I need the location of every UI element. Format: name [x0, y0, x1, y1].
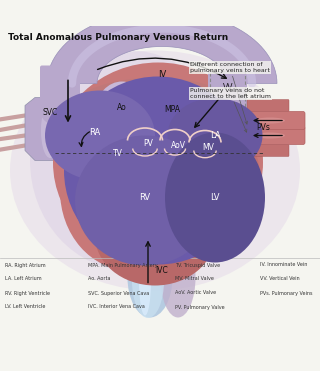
Text: LV. Left Ventricle: LV. Left Ventricle	[5, 305, 45, 309]
Text: Pulmonary veins do not
connect to the left atrium: Pulmonary veins do not connect to the le…	[190, 88, 271, 132]
FancyBboxPatch shape	[208, 70, 247, 129]
Text: TV: TV	[113, 149, 123, 158]
Ellipse shape	[162, 101, 182, 127]
Text: PVs. Pulmonary Veins: PVs. Pulmonary Veins	[260, 290, 313, 295]
Text: AoV. Aortic Valve: AoV. Aortic Valve	[175, 290, 216, 295]
FancyBboxPatch shape	[246, 112, 305, 129]
Text: Ao. Aorta: Ao. Aorta	[88, 276, 110, 282]
Polygon shape	[47, 10, 277, 83]
FancyBboxPatch shape	[247, 99, 289, 112]
Text: Ao: Ao	[117, 103, 127, 112]
Ellipse shape	[130, 101, 260, 260]
Ellipse shape	[139, 246, 151, 315]
FancyBboxPatch shape	[247, 144, 289, 157]
Text: IV. Innominate Vein: IV. Innominate Vein	[260, 263, 308, 267]
Text: SVC. Superior Vena Cava: SVC. Superior Vena Cava	[88, 290, 149, 295]
Ellipse shape	[255, 118, 285, 124]
Ellipse shape	[165, 132, 265, 263]
Ellipse shape	[155, 91, 189, 132]
Text: SVC: SVC	[42, 108, 58, 117]
Ellipse shape	[211, 118, 245, 137]
Ellipse shape	[45, 91, 155, 181]
Text: AoV: AoV	[171, 141, 186, 150]
Ellipse shape	[127, 237, 172, 318]
Ellipse shape	[167, 98, 262, 173]
Ellipse shape	[55, 78, 255, 177]
Ellipse shape	[75, 135, 215, 266]
Text: VV. Vertical Vein: VV. Vertical Vein	[260, 276, 300, 282]
Text: Total Anomalous Pulmonary Venous Return: Total Anomalous Pulmonary Venous Return	[8, 33, 228, 43]
Text: LV: LV	[210, 193, 220, 202]
Text: RA. Right Atrium: RA. Right Atrium	[5, 263, 46, 267]
Text: MV. Mitral Valve: MV. Mitral Valve	[175, 276, 214, 282]
Ellipse shape	[161, 237, 196, 318]
Ellipse shape	[30, 50, 230, 270]
Ellipse shape	[132, 243, 164, 318]
Text: IVC: IVC	[156, 266, 168, 275]
Ellipse shape	[41, 103, 59, 158]
Ellipse shape	[42, 105, 78, 125]
Text: MPA: MPA	[164, 105, 180, 114]
Ellipse shape	[111, 96, 133, 125]
Text: PV. Pulmonary Valve: PV. Pulmonary Valve	[175, 305, 225, 309]
Text: RA: RA	[89, 128, 100, 137]
Text: TV. Tricuspid Valve: TV. Tricuspid Valve	[175, 263, 220, 267]
Ellipse shape	[255, 132, 285, 138]
Ellipse shape	[95, 186, 215, 286]
Text: VV: VV	[223, 83, 233, 92]
FancyBboxPatch shape	[246, 127, 305, 144]
Text: IV: IV	[158, 70, 166, 79]
Ellipse shape	[96, 82, 148, 139]
Ellipse shape	[60, 111, 200, 270]
Text: MPA. Main Pulmonary Artery: MPA. Main Pulmonary Artery	[88, 263, 158, 267]
Polygon shape	[25, 98, 75, 161]
Ellipse shape	[103, 86, 141, 131]
Ellipse shape	[10, 50, 300, 290]
Text: IVC. Interior Vena Cava: IVC. Interior Vena Cava	[88, 305, 145, 309]
Text: LA: LA	[210, 131, 220, 140]
Text: PVs: PVs	[256, 123, 270, 132]
Ellipse shape	[64, 76, 252, 265]
Text: LA. Left Atrium: LA. Left Atrium	[5, 276, 42, 282]
Text: MV: MV	[202, 143, 214, 152]
Ellipse shape	[53, 62, 263, 263]
Text: Different connection of
pulmonary veins to heart: Different connection of pulmonary veins …	[190, 62, 270, 124]
Text: RV: RV	[140, 193, 151, 202]
Text: RV. Right Ventricle: RV. Right Ventricle	[5, 290, 50, 295]
Ellipse shape	[148, 86, 196, 141]
Text: PV: PV	[143, 139, 153, 148]
FancyBboxPatch shape	[40, 66, 80, 118]
